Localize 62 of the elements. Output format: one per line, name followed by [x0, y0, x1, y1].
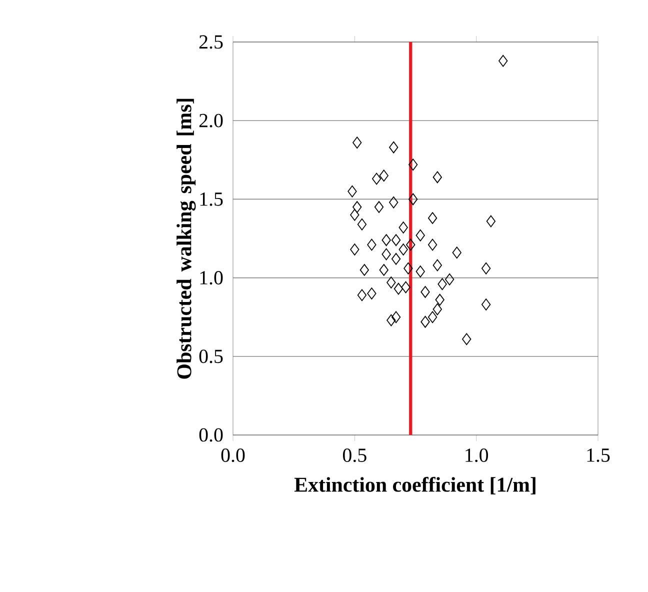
- point: [444, 273, 454, 286]
- point: [432, 303, 442, 316]
- point: [382, 234, 391, 246]
- x-axis-title: Extinction coefficient [1/m]: [294, 476, 536, 494]
- point: [391, 311, 401, 324]
- point: [379, 264, 388, 276]
- point: [498, 54, 508, 67]
- y-tick-label: 0.0: [199, 428, 223, 442]
- point: [352, 136, 362, 149]
- x-tick-label: 0.5: [342, 448, 366, 462]
- point: [386, 276, 396, 288]
- x-tick-label: 0.0: [221, 448, 245, 462]
- point: [360, 264, 369, 276]
- point: [401, 281, 410, 294]
- y-tick-label: 1.0: [200, 271, 223, 285]
- y-axis-title: Obstructed walking speed [ms]: [176, 98, 196, 379]
- point: [404, 262, 413, 274]
- point: [481, 298, 491, 310]
- point: [428, 311, 438, 324]
- point: [391, 252, 401, 265]
- point: [428, 238, 438, 251]
- x-tick-label: 1.0: [466, 448, 488, 462]
- point: [406, 238, 416, 251]
- point: [389, 196, 398, 208]
- point: [462, 333, 472, 346]
- point: [382, 248, 391, 260]
- point: [398, 244, 408, 256]
- point: [432, 259, 442, 272]
- point: [452, 246, 462, 259]
- point: [350, 244, 360, 256]
- point: [486, 215, 496, 228]
- point: [438, 278, 447, 290]
- y-tick-label: 0.5: [199, 350, 223, 364]
- point: [391, 234, 401, 246]
- point: [428, 212, 438, 224]
- point: [350, 208, 360, 221]
- point: [357, 218, 367, 230]
- point: [352, 201, 362, 214]
- point: [408, 193, 418, 206]
- point: [379, 170, 388, 182]
- x-tick-label: 1.5: [587, 448, 610, 462]
- point: [394, 282, 404, 295]
- y-tick-label: 2.5: [199, 35, 223, 49]
- point: [435, 294, 444, 306]
- point: [374, 201, 384, 214]
- point: [481, 262, 491, 274]
- point: [420, 286, 430, 298]
- point: [420, 316, 430, 328]
- point: [386, 314, 396, 326]
- point: [416, 266, 425, 278]
- point: [372, 172, 382, 185]
- point: [432, 171, 442, 184]
- point: [348, 185, 357, 198]
- y-tick-label: 1.5: [200, 192, 223, 206]
- point: [408, 158, 418, 171]
- point: [398, 222, 408, 234]
- point: [416, 229, 425, 242]
- point: [367, 288, 376, 300]
- y-tick-label: 2.0: [199, 114, 223, 128]
- point: [389, 141, 398, 154]
- point: [367, 238, 376, 251]
- point: [357, 289, 367, 302]
